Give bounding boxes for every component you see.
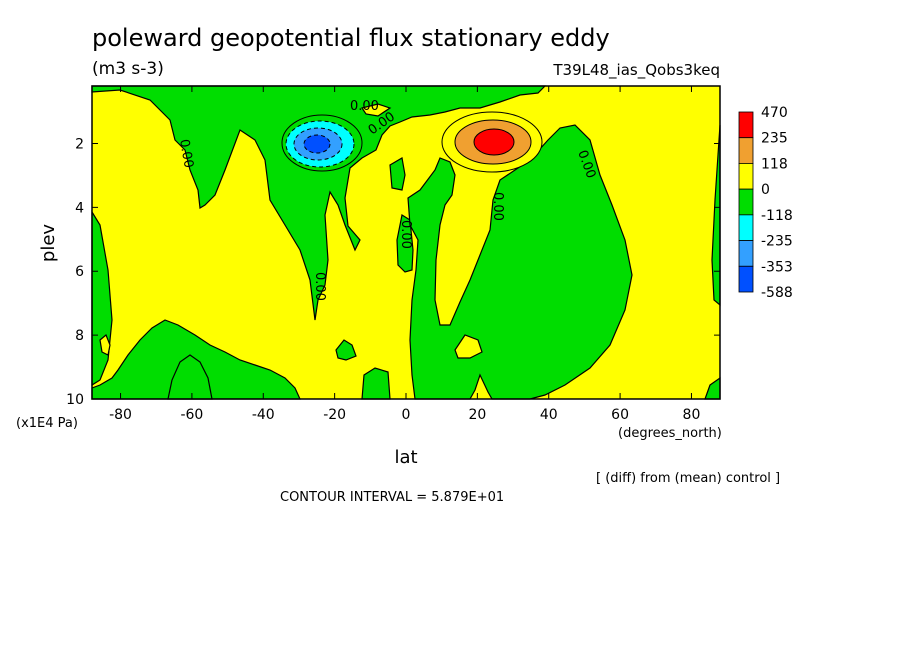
colorbar: 470 235 118 0 -118 -235 -353 -588	[738, 105, 793, 301]
chart-title: poleward geopotential flux stationary ed…	[92, 24, 610, 52]
colorbar-swatch	[738, 188, 754, 216]
colorbar-label: 470	[761, 105, 788, 121]
colorbar-label: 235	[761, 131, 788, 147]
x-tick-label: 20	[468, 407, 486, 423]
plot-area: 0.00 0.00 0.00 0.00 0.00 0.00 0.00	[91, 85, 721, 400]
colorbar-label: -353	[761, 259, 793, 275]
run-label: T39L48_ias_Qobs3keq	[552, 61, 720, 80]
x-tick-label: -20	[323, 407, 346, 423]
hole-c	[361, 103, 392, 117]
y-tick-label: 10	[66, 392, 84, 408]
x-axis-label: lat	[394, 447, 417, 468]
hole-b	[99, 334, 111, 356]
negative-center	[281, 114, 363, 172]
contour-label: 0.00	[176, 138, 196, 169]
x-axis-ticks: -80 -60 -40 -20 0 20 40 60 80	[109, 86, 700, 423]
y-tick-label: 2	[75, 136, 84, 152]
y-tick-label: 6	[75, 264, 84, 280]
center-column-green	[389, 157, 406, 191]
y-tick-label: 8	[75, 328, 84, 344]
y-tick-label: 4	[75, 200, 84, 216]
chart-units: (m3 s-3)	[92, 59, 164, 79]
x-tick-label: -40	[252, 407, 275, 423]
y-axis-ticks: 2 4 6 8 10	[66, 136, 720, 408]
contour-label: 0.00	[350, 99, 379, 114]
colorbar-swatch	[738, 111, 754, 139]
contour-label: 0.00	[490, 192, 505, 221]
contour-interval: CONTOUR INTERVAL = 5.879E+01	[280, 490, 504, 505]
colorbar-swatch	[738, 240, 754, 267]
colorbar-swatch	[738, 214, 754, 241]
colorbar-label: -118	[761, 208, 793, 224]
contour-label: 0.00	[312, 272, 327, 301]
x-tick-label: 40	[540, 407, 558, 423]
contour-label: 0.00	[398, 220, 413, 249]
x-axis-units: (degrees_north)	[618, 426, 722, 441]
positive-center	[441, 111, 543, 173]
y-axis-label: plev	[38, 224, 59, 263]
x-tick-label: -60	[180, 407, 203, 423]
yellow-holes	[99, 103, 483, 359]
x-tick-label: -80	[109, 407, 132, 423]
green-regions	[91, 85, 721, 400]
x-tick-label: 80	[683, 407, 701, 423]
x-tick-label: 60	[611, 407, 629, 423]
small-blob	[335, 339, 357, 361]
colorbar-label: -235	[761, 234, 793, 250]
colorbar-label: -588	[761, 285, 793, 301]
y-axis-units: (x1E4 Pa)	[16, 416, 78, 431]
colorbar-label: 118	[761, 156, 788, 172]
bottom-middle-green	[167, 354, 213, 400]
x-tick-label: 0	[402, 407, 411, 423]
colorbar-swatch	[738, 163, 754, 190]
hole-a	[454, 334, 483, 359]
colorbar-label: 0	[761, 182, 770, 198]
colorbar-swatch	[738, 137, 754, 164]
colorbar-swatch	[738, 265, 754, 293]
neg-band-4	[303, 134, 331, 154]
diff-note: [ (diff) from (mean) control ]	[596, 471, 780, 486]
top-green-band	[91, 85, 547, 321]
pos-band-3	[473, 128, 515, 156]
